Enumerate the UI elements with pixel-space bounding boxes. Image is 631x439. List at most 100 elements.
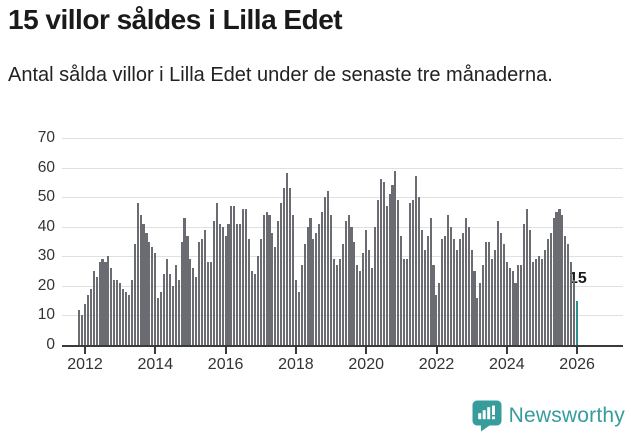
bar — [359, 271, 362, 345]
bar — [271, 232, 274, 345]
bar — [347, 214, 350, 345]
newsworthy-logo[interactable]: Newsworthy — [472, 400, 625, 432]
bar — [423, 250, 426, 345]
newsworthy-bubble-icon — [472, 400, 502, 432]
x-tick-label: 2022 — [418, 356, 455, 373]
x-axis-line — [62, 345, 623, 347]
bar — [242, 208, 245, 345]
bar — [136, 203, 139, 345]
bar — [567, 244, 570, 345]
x-tick-label: 2014 — [137, 356, 174, 373]
bar — [520, 265, 523, 345]
bar — [139, 214, 142, 345]
bar — [573, 279, 576, 345]
bar — [552, 217, 555, 345]
bar — [247, 238, 251, 345]
bar — [148, 241, 151, 345]
bar — [80, 315, 84, 345]
bar — [365, 229, 368, 345]
bar — [101, 259, 104, 345]
x-tick-mark — [224, 347, 227, 354]
bar — [157, 297, 160, 345]
bar — [177, 279, 180, 345]
bar — [245, 208, 248, 345]
bar — [256, 256, 259, 345]
bar — [239, 223, 242, 345]
x-tick-label: 2024 — [489, 356, 525, 373]
bar — [499, 232, 502, 345]
bar — [180, 241, 183, 345]
x-tick-label: 2016 — [207, 356, 244, 373]
bar — [259, 238, 262, 345]
bar — [561, 214, 564, 345]
bar — [350, 226, 353, 345]
bar — [127, 294, 130, 345]
bar — [546, 238, 549, 345]
bar — [218, 223, 221, 345]
bar — [564, 235, 567, 345]
bar — [488, 241, 491, 345]
bar — [555, 211, 558, 345]
bar — [262, 214, 265, 345]
bar — [476, 297, 479, 345]
bar — [221, 226, 224, 345]
bar — [286, 173, 289, 345]
bar — [250, 271, 253, 345]
bar — [496, 220, 499, 345]
bar — [104, 262, 107, 345]
bar — [198, 241, 201, 345]
y-tick-label: 70 — [37, 129, 55, 146]
bar — [294, 279, 297, 345]
bar — [508, 268, 511, 345]
bar — [300, 265, 303, 345]
bar — [321, 211, 324, 345]
bar — [124, 291, 127, 345]
bar — [142, 223, 145, 345]
bar — [526, 208, 529, 345]
bar — [353, 241, 356, 345]
bar — [274, 247, 277, 345]
bar — [479, 282, 482, 345]
bar — [280, 203, 283, 345]
bar — [265, 211, 268, 345]
bar — [529, 229, 532, 345]
bar — [227, 223, 230, 345]
bar — [206, 262, 210, 345]
bar — [329, 214, 333, 345]
y-tick-label: 10 — [37, 306, 55, 324]
bar — [224, 235, 227, 345]
gridline — [62, 138, 623, 139]
bar — [414, 176, 417, 345]
bar — [277, 220, 280, 345]
bar — [394, 170, 397, 345]
bar — [204, 229, 207, 345]
bar — [409, 203, 412, 345]
bar — [95, 276, 98, 345]
bar — [532, 262, 535, 345]
bar — [570, 262, 573, 345]
bar — [362, 253, 365, 345]
bar — [403, 259, 406, 345]
bar — [447, 214, 450, 345]
bar — [543, 250, 546, 345]
bar — [493, 250, 497, 345]
bar — [485, 241, 488, 345]
bar — [344, 220, 347, 345]
bar — [332, 259, 335, 345]
x-tick-label: 2020 — [348, 356, 384, 373]
bar — [385, 206, 388, 345]
x-tick-mark — [365, 347, 368, 354]
bar — [98, 262, 101, 345]
bar — [514, 282, 517, 345]
bar — [432, 265, 435, 345]
bar — [467, 226, 470, 345]
bar — [303, 244, 306, 345]
bar — [505, 262, 508, 345]
bar — [233, 206, 236, 345]
bar — [183, 217, 186, 345]
bar — [86, 294, 89, 345]
bar — [426, 235, 429, 345]
bar — [315, 232, 318, 345]
